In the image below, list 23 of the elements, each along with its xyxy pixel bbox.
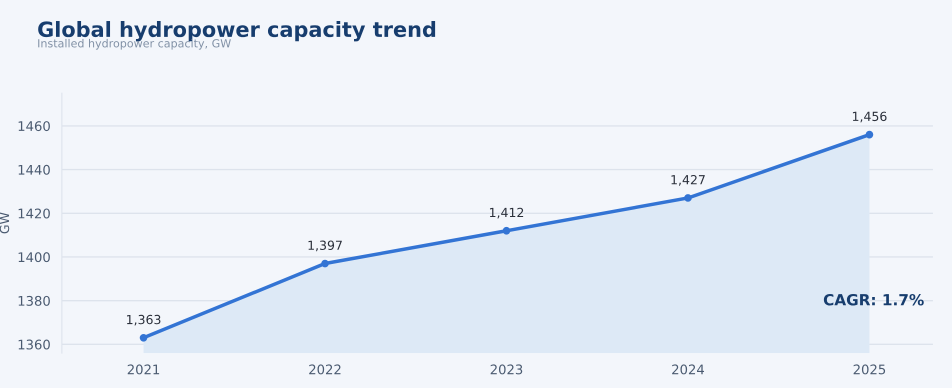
point — [684, 194, 692, 202]
y-tick-label: 1380 — [18, 296, 50, 306]
x-tick-label: 2021 — [128, 364, 160, 374]
y-axis-title: GW — [0, 212, 10, 234]
text: 1,456 — [852, 112, 887, 122]
y-tick-label: 1440 — [18, 164, 50, 175]
y-tick-label: 1420 — [18, 208, 50, 218]
annotation: CAGR: 1.7% — [824, 294, 924, 306]
text: 1,363 — [127, 314, 160, 326]
y-tick-label: 1460 — [18, 121, 50, 132]
point — [866, 130, 874, 138]
x-tick-label: 2023 — [490, 364, 522, 374]
x-tick-label: 2024 — [672, 364, 704, 374]
y-tick-label: 1400 — [18, 252, 50, 262]
point — [140, 334, 148, 342]
point — [502, 226, 510, 235]
x-tick-label: 2022 — [309, 364, 340, 374]
point — [321, 260, 329, 268]
text: 1,397 — [308, 240, 342, 252]
text: 1,412 — [490, 208, 524, 218]
y-tick-label: 1360 — [18, 340, 50, 350]
x-tick-label: 2025 — [854, 364, 886, 374]
text: 1,427 — [671, 174, 705, 186]
